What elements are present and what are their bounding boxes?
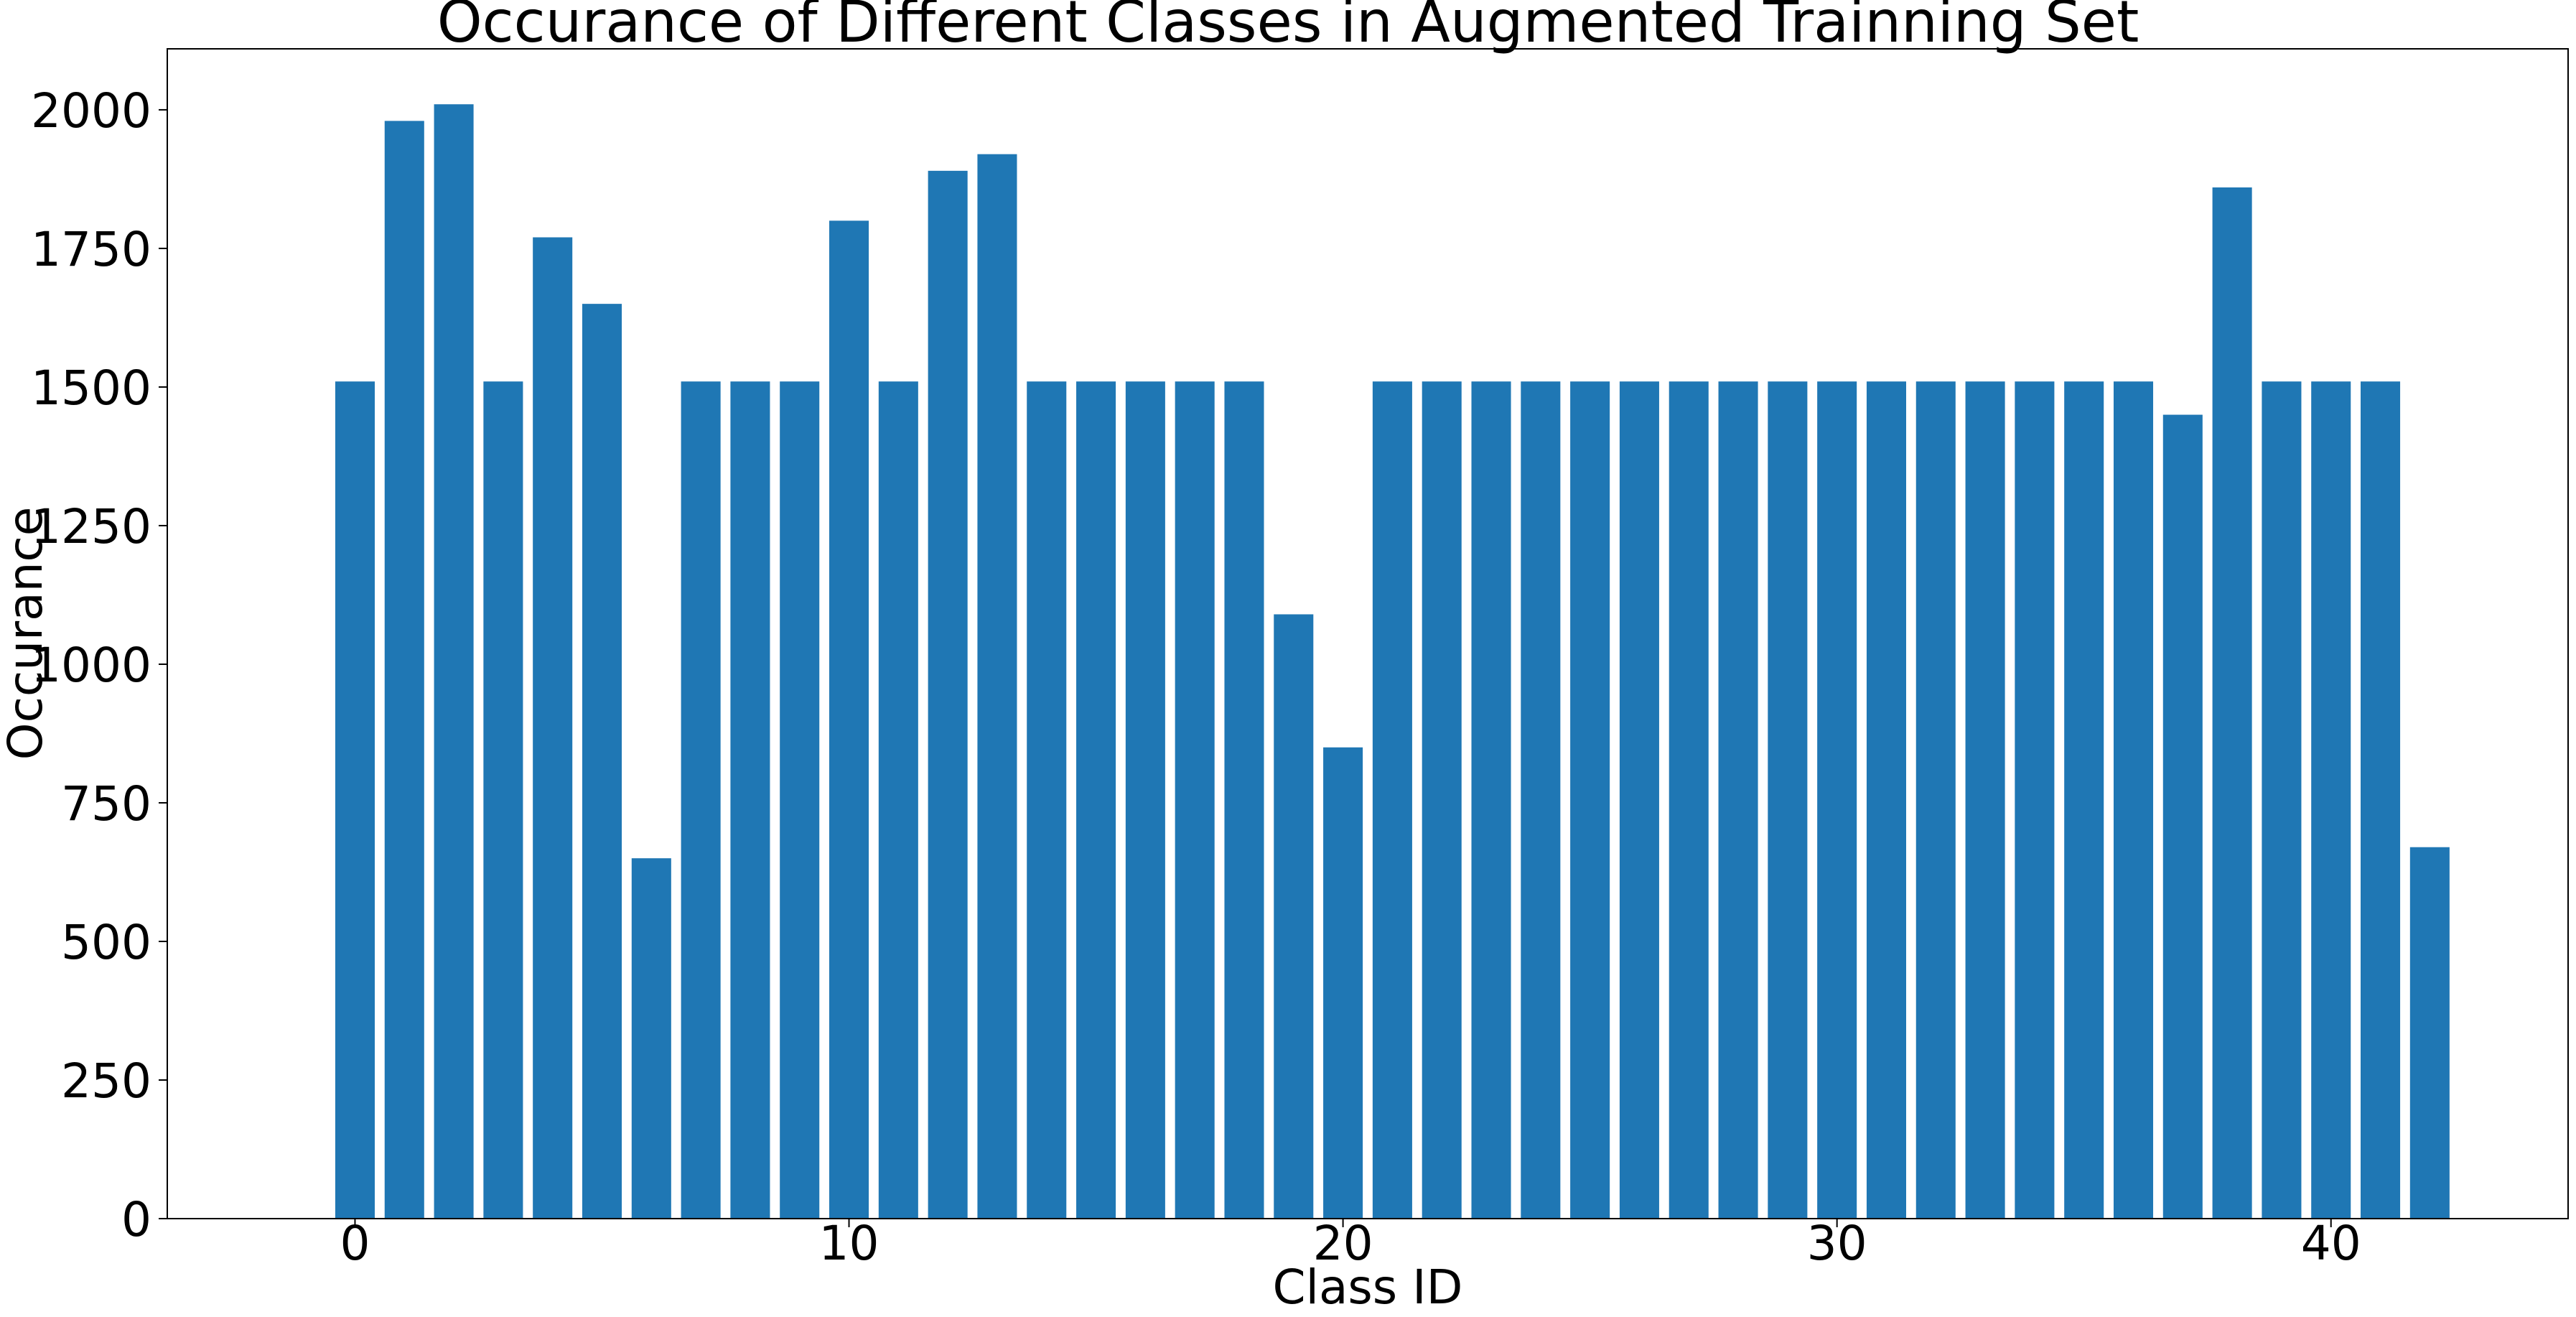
bar-class-42 (2409, 847, 2450, 1219)
bar-class-31 (1866, 381, 1906, 1219)
bar-class-29 (1768, 381, 1808, 1219)
bar-class-34 (2015, 381, 2055, 1219)
x-tick-label: 40 (2301, 1216, 2361, 1271)
bar-class-33 (1965, 381, 2005, 1219)
bar-class-1 (384, 121, 424, 1219)
bar-class-37 (2162, 414, 2203, 1219)
x-axis-label: Class ID (1273, 1260, 1463, 1315)
bars-group (335, 104, 2450, 1219)
bar-class-17 (1175, 381, 1215, 1219)
bar-class-15 (1076, 381, 1116, 1219)
bar-class-24 (1521, 381, 1561, 1219)
bar-class-25 (1570, 381, 1610, 1219)
bar-class-27 (1669, 381, 1709, 1219)
y-axis-label: Occurance (0, 507, 53, 760)
bar-class-16 (1125, 381, 1165, 1219)
bar-class-6 (631, 858, 671, 1219)
x-tick-label: 30 (1807, 1216, 1867, 1271)
bar-class-0 (335, 381, 375, 1219)
bar-class-30 (1817, 381, 1857, 1219)
y-tick-label: 1000 (31, 638, 151, 693)
bar-class-11 (878, 381, 918, 1219)
bar-class-4 (533, 237, 573, 1219)
y-tick-label: 2000 (31, 83, 151, 139)
bar-class-12 (928, 170, 968, 1219)
bar-class-26 (1619, 381, 1659, 1219)
x-tick-label: 0 (340, 1216, 370, 1271)
x-tick-label: 20 (1313, 1216, 1373, 1271)
bar-class-5 (582, 304, 622, 1219)
bar-class-3 (483, 381, 523, 1219)
bar-class-18 (1224, 381, 1264, 1219)
bar-class-41 (2361, 381, 2401, 1219)
y-tick-label: 1500 (31, 360, 151, 416)
bar-class-2 (434, 104, 474, 1219)
y-tick-label: 250 (61, 1053, 151, 1109)
chart-title: Occurance of Different Classes in Augmen… (437, 0, 2139, 55)
bar-class-14 (1027, 381, 1067, 1219)
bar-class-23 (1471, 381, 1511, 1219)
bar-class-10 (829, 220, 869, 1219)
y-axis: 0 250 500 750 1000 1250 1500 1750 2000 (31, 83, 167, 1247)
bar-class-19 (1274, 614, 1314, 1219)
bar-class-39 (2262, 381, 2302, 1219)
bar-class-35 (2064, 381, 2104, 1219)
bar-class-13 (977, 154, 1017, 1219)
bar-class-32 (1915, 381, 1956, 1219)
y-tick-label: 1750 (31, 222, 151, 277)
bar-class-28 (1718, 381, 1758, 1219)
bar-class-7 (681, 381, 721, 1219)
y-tick-label: 0 (121, 1192, 151, 1247)
y-tick-label: 750 (61, 776, 151, 832)
bar-class-8 (730, 381, 770, 1219)
bar-class-22 (1422, 381, 1462, 1219)
bar-class-20 (1323, 747, 1363, 1219)
x-tick-label: 10 (819, 1216, 879, 1271)
bar-class-9 (780, 381, 820, 1219)
y-tick-label: 1250 (31, 499, 151, 554)
bar-class-38 (2212, 187, 2252, 1219)
x-axis: 0 10 20 30 40 (340, 1216, 2361, 1271)
bar-class-21 (1372, 381, 1412, 1219)
bar-class-40 (2311, 381, 2351, 1219)
y-tick-label: 500 (61, 915, 151, 970)
bar-class-36 (2113, 381, 2154, 1219)
plot-frame (167, 48, 2569, 1219)
